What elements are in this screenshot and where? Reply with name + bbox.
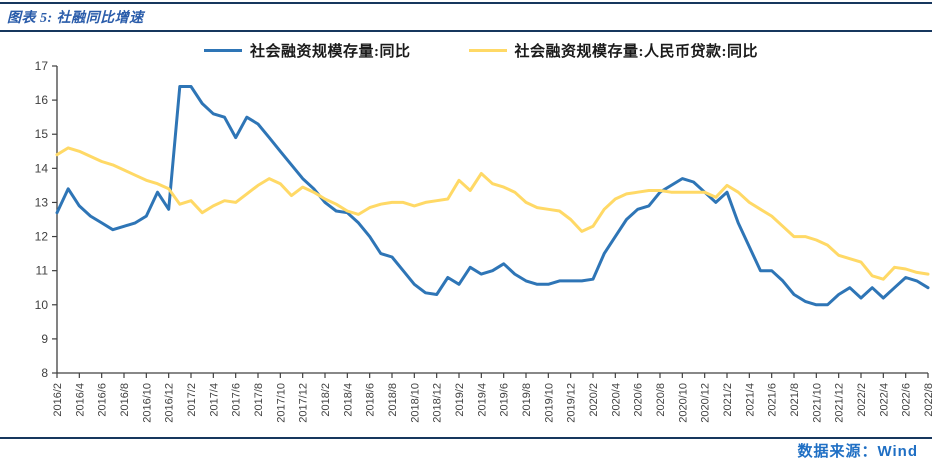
x-tick-label: 2021/2 <box>722 383 734 417</box>
y-tick-label: 9 <box>41 332 48 346</box>
page-title: 图表 5: 社融同比增速 <box>7 11 144 26</box>
chart-legend: 社会融资规模存量:同比 社会融资规模存量:人民币贷款:同比 <box>0 40 932 61</box>
y-tick-label: 15 <box>35 127 49 141</box>
y-tick-label: 17 <box>35 59 49 73</box>
legend-line-sample-blue <box>204 49 242 52</box>
y-tick-label: 16 <box>35 93 49 107</box>
top-border-rule <box>0 2 932 4</box>
x-tick-label: 2021/6 <box>767 383 779 417</box>
legend-label: 社会融资规模存量:人民币贷款:同比 <box>514 44 758 60</box>
series-line-1 <box>55 146 930 281</box>
x-tick-label: 2020/6 <box>633 383 645 417</box>
y-tick-label: 10 <box>35 298 49 312</box>
x-tick-label: 2018/12 <box>432 383 444 423</box>
x-tick-label: 2017/12 <box>298 383 310 423</box>
x-tick-label: 2016/6 <box>97 383 109 417</box>
x-tick-label: 2022/6 <box>901 383 913 417</box>
legend-item-rmb-loans-yoy: 社会融资规模存量:人民币贷款:同比 <box>468 40 759 61</box>
data-source-label: 数据来源：Wind <box>797 443 918 460</box>
x-tick-label: 2016/4 <box>74 383 86 417</box>
x-tick-label: 2021/8 <box>789 383 801 417</box>
title-divider-rule <box>0 30 932 32</box>
series-line-0 <box>55 85 930 307</box>
footer-divider-rule <box>0 437 932 439</box>
y-tick-label: 8 <box>41 366 48 380</box>
x-tick-label: 2020/4 <box>610 383 622 417</box>
legend-line-sample-yellow <box>468 49 507 52</box>
x-tick-label: 2022/4 <box>878 383 890 417</box>
y-tick-label: 14 <box>35 161 49 175</box>
x-tick-label: 2019/10 <box>543 383 555 423</box>
x-tick-label: 2020/12 <box>700 383 712 423</box>
legend-item-sofr-yoy: 社会融资规模存量:同比 <box>204 40 411 61</box>
x-tick-label: 2017/2 <box>186 383 198 417</box>
x-tick-label: 2016/8 <box>119 383 131 417</box>
x-tick-label: 2017/4 <box>208 383 220 417</box>
x-tick-label: 2019/12 <box>566 383 578 423</box>
x-tick-label: 2018/2 <box>320 383 332 417</box>
x-tick-label: 2018/6 <box>365 383 377 417</box>
x-tick-label: 2017/10 <box>275 383 287 423</box>
x-tick-label: 2017/6 <box>231 383 243 417</box>
x-tick-label: 2019/4 <box>476 383 488 417</box>
legend-label: 社会融资规模存量:同比 <box>250 44 411 60</box>
x-tick-label: 2019/2 <box>454 383 466 417</box>
x-tick-label: 2017/8 <box>253 383 265 417</box>
x-tick-label: 2020/8 <box>655 383 667 417</box>
x-tick-label: 2019/6 <box>499 383 511 417</box>
x-tick-label: 2016/2 <box>52 383 64 417</box>
x-tick-label: 2019/8 <box>521 383 533 417</box>
x-tick-label: 2021/10 <box>811 383 823 423</box>
x-tick-label: 2020/10 <box>677 383 689 423</box>
x-tick-label: 2021/4 <box>744 383 756 417</box>
x-tick-label: 2016/10 <box>141 383 153 423</box>
y-tick-label: 12 <box>35 230 49 244</box>
x-tick-label: 2021/12 <box>834 383 846 423</box>
x-tick-label: 2018/10 <box>409 383 421 423</box>
x-tick-label: 2022/2 <box>856 383 868 417</box>
x-tick-label: 2016/12 <box>164 383 176 423</box>
y-tick-label: 13 <box>35 195 49 209</box>
x-tick-label: 2020/2 <box>588 383 600 417</box>
x-tick-label: 2022/8 <box>923 383 932 417</box>
y-tick-label: 11 <box>36 264 49 278</box>
x-tick-label: 2018/4 <box>342 383 354 417</box>
x-tick-label: 2018/8 <box>387 383 399 417</box>
